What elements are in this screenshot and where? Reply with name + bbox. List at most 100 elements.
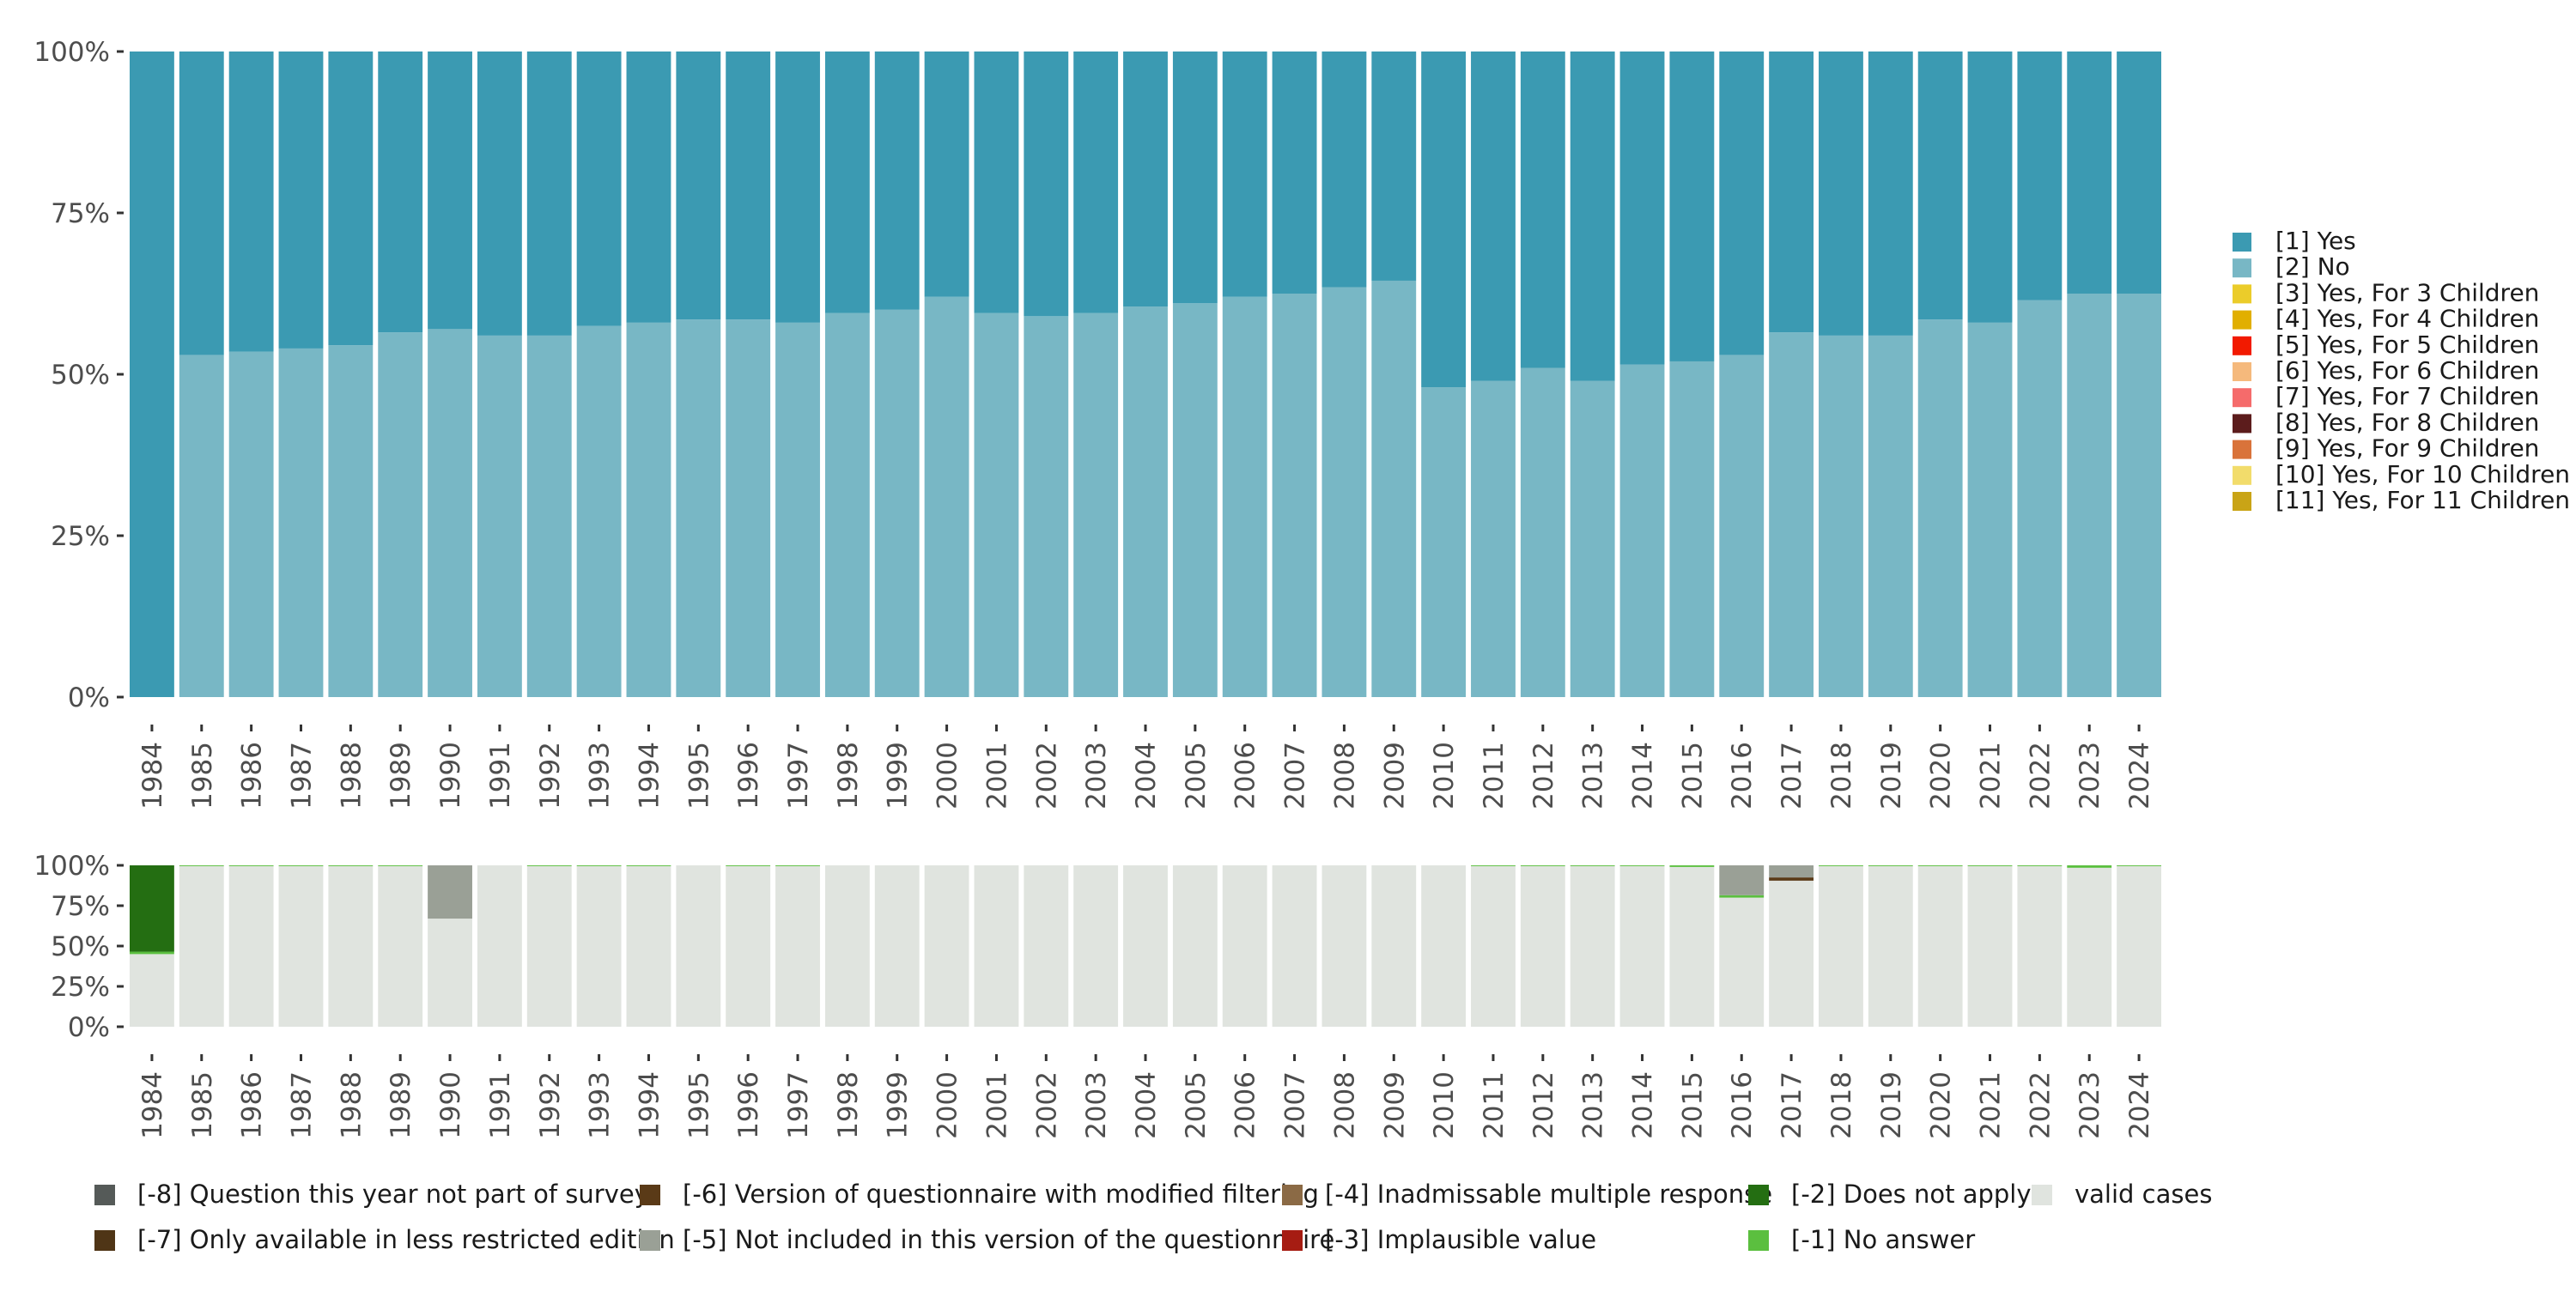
top-y-tick-label: 50% [51, 360, 110, 391]
top-x-tick-label: 1990 [435, 742, 466, 810]
top-bar-1-yes-2020 [1917, 52, 1963, 320]
bottom-bar-1-no-answer-1994 [626, 865, 671, 866]
top-bar-1-yes-1990 [428, 52, 472, 330]
bottom-bar-2-does-not-apply-1984 [130, 865, 174, 952]
top-x-tick-label: 1996 [733, 742, 764, 810]
top-bar-1-yes-2023 [2067, 52, 2112, 294]
top-bar-2-no-2018 [1819, 335, 1863, 697]
top-x-tick-label: 2007 [1280, 742, 1311, 810]
top-bar-1-yes-2002 [1024, 52, 1069, 317]
bottom-bar-valid-cases-1985 [179, 865, 224, 1027]
legend-swatch-4-yes-for-4-children [2233, 310, 2251, 330]
top-bar-1-yes-1996 [726, 52, 771, 320]
bottom-x-tick-label: 1999 [883, 1071, 914, 1139]
top-x-tick-label: 2000 [933, 742, 963, 810]
top-bar-2-no-2000 [924, 296, 969, 697]
top-bar-1-yes-1988 [328, 52, 374, 346]
bottom-x-tick-label: 2009 [1379, 1071, 1410, 1139]
top-bar-1-yes-1987 [278, 52, 324, 349]
top-bar-2-no-1985 [179, 355, 224, 697]
legend-swatch-valid-cases [2032, 1185, 2052, 1205]
top-bar-2-no-2003 [1073, 312, 1119, 697]
top-bar-2-no-2009 [1371, 280, 1417, 697]
top-x-tick-label: 1985 [187, 742, 218, 810]
top-bar-2-no-2022 [2017, 300, 2063, 697]
top-bar-1-yes-2007 [1272, 52, 1317, 294]
top-x-tick-label: 2015 [1677, 742, 1708, 810]
top-bar-2-no-1998 [824, 312, 870, 697]
top-x-tick-label: 2010 [1429, 742, 1460, 810]
top-bar-1-yes-2017 [1769, 52, 1814, 333]
bottom-bar-1-no-answer-2023 [2067, 865, 2112, 868]
legend-label-4-inadmissable-multiple-response: [-4] Inadmissable multiple response [1325, 1180, 1772, 1209]
legend-label-8-yes-for-8-children: [8] Yes, For 8 Children [2275, 408, 2539, 436]
top-x-tick-label: 1992 [535, 742, 566, 810]
top-bar-1-yes-2018 [1819, 52, 1863, 336]
bottom-bar-valid-cases-1989 [378, 865, 423, 1027]
bottom-bar-valid-cases-2003 [1073, 865, 1119, 1027]
top-bar-1-yes-2001 [974, 52, 1019, 313]
bottom-bar-1-no-answer-2021 [1967, 865, 2013, 866]
bottom-x-tick-label: 1985 [187, 1071, 218, 1139]
bottom-bar-1-no-answer-1987 [278, 865, 324, 866]
top-x-tick-label: 1986 [237, 742, 268, 810]
top-bar-1-yes-2000 [924, 52, 969, 297]
bottom-bar-valid-cases-2007 [1272, 865, 1317, 1027]
right-legend: [1] Yes[2] No[3] Yes, For 3 Children[4] … [2233, 227, 2570, 514]
bottom-bar-1-no-answer-1996 [726, 865, 771, 866]
bottom-bar-5-not-included-in-this-version-of-the-questionnaire-2017 [1769, 865, 1814, 878]
bottom-x-tick-label: 2008 [1329, 1071, 1360, 1139]
bottom-x-tick-label: 2011 [1479, 1071, 1510, 1139]
top-bar-1-yes-2019 [1868, 52, 1913, 336]
top-bar-2-no-1991 [477, 335, 522, 697]
top-x-tick-label: 2024 [2124, 742, 2155, 810]
top-x-tick-label: 1995 [683, 742, 714, 810]
top-bar-2-no-2010 [1421, 387, 1467, 697]
bottom-bar-valid-cases-2011 [1471, 865, 1516, 1027]
top-bar-2-no-2012 [1520, 367, 1565, 697]
legend-swatch-7-only-available-in-less-restricted-edition [94, 1230, 115, 1251]
top-bar-2-no-1989 [378, 332, 423, 697]
legend-swatch-3-yes-for-3-children [2233, 284, 2251, 304]
top-x-tick-label: 1984 [137, 742, 168, 810]
bottom-x-tick-label: 1993 [585, 1071, 616, 1139]
top-bar-1-yes-2006 [1222, 52, 1267, 297]
bottom-bar-5-not-included-in-this-version-of-the-questionnaire-1990 [428, 865, 472, 919]
bottom-bar-valid-cases-2018 [1819, 865, 1863, 1027]
top-bar-1-yes-1989 [378, 52, 423, 333]
legend-label-5-yes-for-5-children: [5] Yes, For 5 Children [2275, 331, 2539, 359]
top-bar-1-yes-2008 [1321, 52, 1367, 288]
top-bar-2-no-2002 [1024, 316, 1069, 697]
top-x-tick-label: 1998 [833, 742, 864, 810]
top-x-tick-label: 2003 [1081, 742, 1112, 810]
bottom-bar-valid-cases-2020 [1917, 865, 1963, 1027]
bottom-x-tick-label: 2010 [1429, 1071, 1460, 1139]
top-y-tick-label: 25% [51, 521, 110, 552]
top-x-tick-label: 2006 [1230, 742, 1261, 810]
top-x-tick-label: 2018 [1826, 742, 1857, 810]
bottom-bar-valid-cases-2010 [1421, 865, 1467, 1027]
top-y-tick-label: 75% [51, 198, 110, 229]
legend-label-6-yes-for-6-children: [6] Yes, For 6 Children [2275, 356, 2539, 385]
top-bar-1-yes-1998 [824, 52, 870, 313]
bottom-bar-1-no-answer-2016 [1719, 895, 1765, 898]
top-bar-1-yes-1992 [526, 52, 572, 336]
top-bar-1-yes-2003 [1073, 52, 1119, 313]
bottom-bar-valid-cases-1986 [228, 865, 274, 1027]
top-x-tick-label: 2008 [1329, 742, 1360, 810]
bottom-bar-valid-cases-2016 [1719, 897, 1765, 1027]
bottom-bar-valid-cases-2023 [2067, 867, 2112, 1027]
bottom-x-tick-label: 2005 [1181, 1071, 1212, 1139]
top-bar-2-no-2008 [1321, 287, 1367, 697]
legend-swatch-2-does-not-apply [1748, 1185, 1769, 1205]
bottom-x-tick-label: 2014 [1628, 1071, 1659, 1139]
bottom-bar-valid-cases-2013 [1570, 865, 1615, 1027]
bottom-x-tick-label: 2024 [2124, 1071, 2155, 1139]
bottom-bar-1-no-answer-2014 [1619, 865, 1665, 866]
top-x-tick-label: 1994 [634, 742, 665, 810]
bottom-bar-valid-cases-2000 [924, 865, 969, 1027]
top-x-tick-label: 1997 [783, 742, 814, 810]
bottom-bar-5-not-included-in-this-version-of-the-questionnaire-2016 [1719, 865, 1765, 895]
top-bar-2-no-2001 [974, 312, 1019, 697]
top-bar-1-yes-1986 [228, 52, 274, 352]
